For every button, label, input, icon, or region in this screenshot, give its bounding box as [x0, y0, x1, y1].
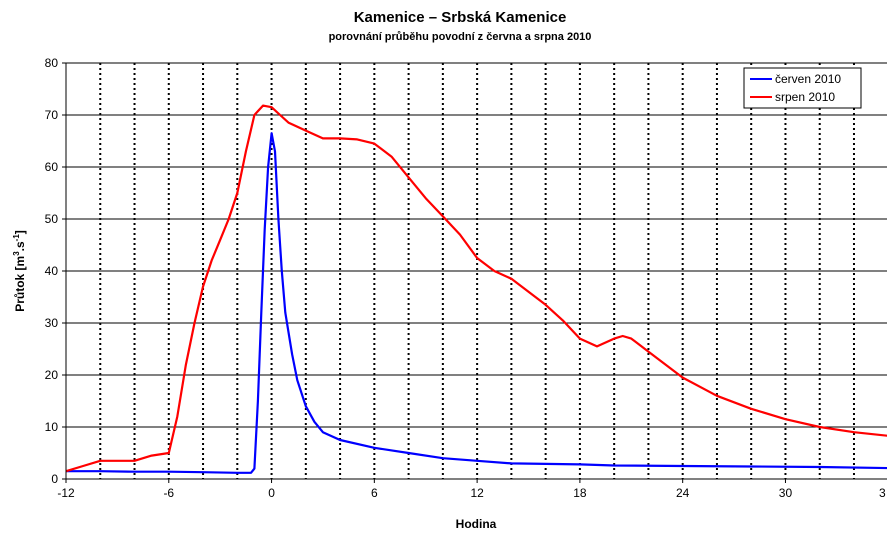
x-tick-label: -6 [163, 486, 174, 500]
y-tick-label: 10 [45, 420, 59, 434]
x-axis-ticks: -12 -6 0 6 12 18 24 30 3 [57, 479, 886, 500]
y-axis-title-sup1: 3 [12, 251, 21, 256]
y-tick-label: 80 [45, 56, 59, 70]
legend-box [743, 67, 862, 109]
series-line-srpen [65, 104, 887, 473]
y-axis-title-end: ] [13, 230, 27, 234]
y-tick-label: 70 [45, 108, 59, 122]
y-axis-title: Průtok [m3.s-1] [12, 230, 27, 312]
y-tick-label: 40 [45, 264, 59, 278]
legend-label-cerven: červen 2010 [775, 72, 841, 86]
x-axis-title: Hodina [456, 517, 497, 531]
y-tick-label: 60 [45, 160, 59, 174]
series-line-cerven [66, 132, 887, 474]
y-tick-label: 20 [45, 368, 59, 382]
y-tick-label: 0 [51, 472, 58, 486]
y-tick-label: 50 [45, 212, 59, 226]
x-tick-label: 30 [779, 486, 793, 500]
legend: červen 2010 srpen 2010 [743, 67, 862, 109]
y-axis-ticks: 0 10 20 30 40 50 60 70 80 [45, 56, 66, 486]
y-axis-title-mid: .s [13, 241, 27, 251]
series-layer [65, 104, 887, 474]
chart-title: Kamenice – Srbská Kamenice [354, 9, 567, 26]
x-tick-label: 0 [268, 486, 275, 500]
y-tick-label: 30 [45, 316, 59, 330]
x-tick-label: 12 [470, 486, 484, 500]
chart-subtitle: porovnání průběhu povodní z června a srp… [329, 31, 592, 43]
x-tick-label: 3 [879, 486, 886, 500]
x-tick-label: 18 [573, 486, 587, 500]
legend-label-srpen: srpen 2010 [775, 90, 835, 104]
x-tick-label: -12 [57, 486, 75, 500]
x-tick-label: 24 [676, 486, 690, 500]
y-axis-title-main: Průtok [m [13, 256, 27, 312]
x-tick-label: 6 [371, 486, 378, 500]
y-axis-title-sup2: -1 [12, 234, 21, 242]
